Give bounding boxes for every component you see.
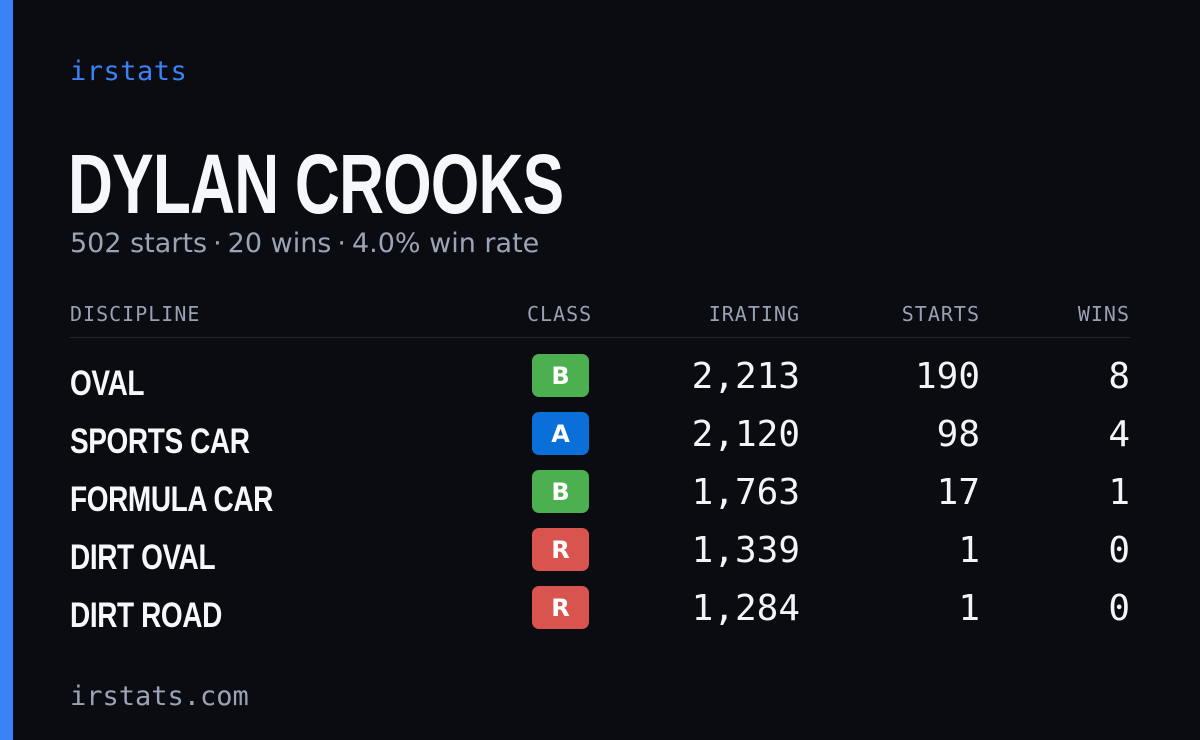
class-badge: R	[532, 528, 589, 571]
discipline-label: OVAL	[70, 364, 145, 403]
starts-value: 98	[936, 414, 980, 455]
summary-wins: 20 wins	[227, 228, 332, 259]
driver-name: DYLAN CROOKS	[68, 137, 564, 231]
discipline-label: DIRT ROAD	[70, 596, 222, 635]
summary-separator: ·	[213, 228, 222, 259]
irating-value: 2,120	[691, 414, 800, 455]
table-row-sports-car: SPORTS CAR A 2,120 98 4	[0, 412, 1200, 470]
discipline-label: DIRT OVAL	[70, 538, 216, 577]
irating-value: 1,339	[691, 530, 800, 571]
wins-value: 0	[1108, 530, 1130, 571]
wins-value: 0	[1108, 588, 1130, 629]
summary-starts: 502 starts	[70, 228, 208, 259]
summary-separator: ·	[337, 228, 346, 259]
brand-logo: irstats	[70, 56, 188, 87]
header-class: CLASS	[527, 302, 593, 326]
starts-value: 1	[958, 588, 980, 629]
class-badge: B	[532, 354, 589, 397]
summary-win-rate: 4.0% win rate	[351, 228, 540, 259]
header-divider	[70, 337, 1130, 338]
table-row-dirt-road: DIRT ROAD R 1,284 1 0	[0, 586, 1200, 644]
wins-value: 4	[1108, 414, 1130, 455]
starts-value: 1	[958, 530, 980, 571]
irating-value: 2,213	[691, 356, 800, 397]
starts-value: 190	[914, 356, 980, 397]
discipline-label: SPORTS CAR	[70, 422, 250, 461]
table-row-formula-car: FORMULA CAR B 1,763 17 1	[0, 470, 1200, 528]
class-badge: B	[532, 470, 589, 513]
driver-summary: 502 starts · 20 wins · 4.0% win rate	[70, 228, 539, 259]
header-wins: WINS	[1077, 302, 1130, 326]
footer-site: irstats.com	[70, 681, 249, 712]
accent-bar	[0, 0, 13, 740]
table-row-dirt-oval: DIRT OVAL R 1,339 1 0	[0, 528, 1200, 586]
starts-value: 17	[936, 472, 980, 513]
wins-value: 8	[1108, 356, 1130, 397]
class-badge: A	[532, 412, 589, 455]
wins-value: 1	[1108, 472, 1130, 513]
header-discipline: DISCIPLINE	[70, 302, 201, 326]
irating-value: 1,284	[691, 588, 800, 629]
discipline-label: FORMULA CAR	[70, 480, 273, 519]
header-starts: STARTS	[901, 302, 980, 326]
class-badge: R	[532, 586, 589, 629]
header-irating: IRATING	[708, 302, 800, 326]
table-row-oval: OVAL B 2,213 190 8	[0, 354, 1200, 412]
irating-value: 1,763	[691, 472, 800, 513]
